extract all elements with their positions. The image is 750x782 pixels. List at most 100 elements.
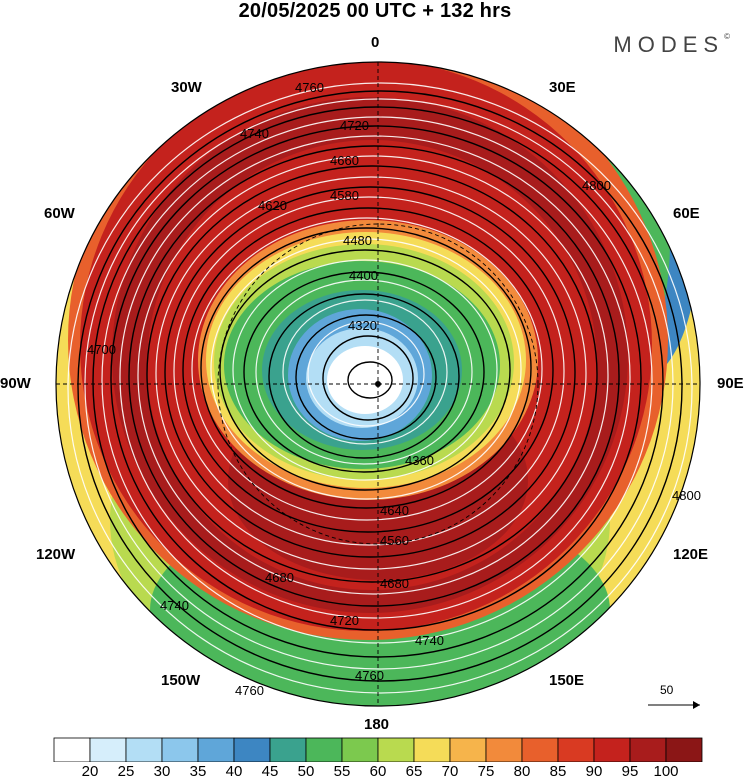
streamline (101, 116, 653, 644)
colorbar-tick-label: 35 (189, 763, 207, 780)
streamline (210, 238, 522, 500)
colorbar-tick-label: 55 (333, 763, 351, 780)
colorbar-tick-label: 95 (621, 763, 639, 780)
streamline (67, 82, 693, 694)
lon-label-60w: 60W (44, 205, 75, 222)
colorbar-tick-label: 60 (369, 763, 387, 780)
colorbar-tick-label: 20 (81, 763, 99, 780)
contour-label: 4760 (295, 80, 324, 95)
contour-label: 4800 (672, 488, 701, 503)
lon-label-90w: 90W (0, 375, 31, 392)
colorbar-swatch (269, 737, 307, 762)
colorbar-swatch (557, 737, 595, 762)
lon-label-60e: 60E (673, 205, 700, 222)
contour-line (243, 271, 485, 473)
colorbar-tick-label: 70 (441, 763, 459, 780)
latitude-circle (217, 223, 539, 545)
colorbar-tick-label: 50 (297, 763, 315, 780)
contour-label: 4800 (582, 178, 611, 193)
colorbar-tick-label: 100 (653, 763, 679, 780)
colorbar-swatch (377, 737, 415, 762)
colorbar-swatch (593, 737, 631, 762)
colorbar-tick-label: 90 (585, 763, 603, 780)
contour-label: 4680 (265, 570, 294, 585)
streamline (255, 279, 473, 465)
colorbar-swatch (665, 737, 703, 762)
brand-name: MODES (613, 32, 725, 57)
lon-label-0: 0 (371, 34, 380, 51)
streamline (119, 135, 631, 619)
colorbar-tick-label: 25 (117, 763, 135, 780)
contour-label: 4720 (340, 118, 369, 133)
contour-label: 4560 (380, 533, 409, 548)
colorbar-tick-label: 85 (549, 763, 567, 780)
contour-line (200, 227, 532, 509)
contour-label: 4640 (380, 503, 409, 518)
contour-line (146, 165, 598, 583)
reference-vector-arrow (648, 701, 700, 709)
contour-label: 4700 (87, 342, 116, 357)
lon-label-90e: 90E (717, 375, 744, 392)
streamline (137, 155, 609, 595)
contour-label: 4760 (235, 683, 264, 698)
colorbar-swatch (413, 737, 451, 762)
lon-label-30e: 30E (549, 79, 576, 96)
colorbar-swatch (233, 737, 271, 762)
lon-label-120w: 120W (36, 546, 76, 563)
brand-mark: © (724, 32, 730, 41)
streamline (282, 299, 448, 445)
colorbar-swatch (449, 737, 487, 762)
colorbar-tick-label: 40 (225, 763, 243, 780)
colorbar-swatch (125, 737, 163, 762)
streamline (232, 259, 498, 481)
colorbar-tick-label: 65 (405, 763, 423, 780)
streamline (155, 176, 587, 570)
colorbar-swatch (89, 737, 127, 762)
colorbar-swatch (53, 737, 91, 762)
colorbar-swatch (305, 737, 343, 762)
colorbar-swatch (161, 737, 199, 762)
contour-label: 4660 (330, 153, 359, 168)
vortex-center (327, 346, 403, 414)
contour-line (77, 90, 683, 682)
contour-line (295, 314, 437, 440)
contour-label: 4740 (240, 126, 269, 141)
contour-line (128, 145, 620, 607)
colorbar-tick-label: 45 (261, 763, 279, 780)
north-pole-marker (375, 381, 381, 387)
colorbar-swatch (197, 737, 235, 762)
lon-label-30w: 30W (171, 79, 202, 96)
streamline (307, 321, 425, 427)
contour-line (347, 361, 393, 399)
contour-label: 4480 (343, 233, 372, 248)
contour-label: 4320 (348, 318, 377, 333)
map-border (55, 61, 701, 707)
contour-line (322, 335, 414, 421)
lon-label-180: 180 (364, 716, 390, 733)
colorbar-swatch (485, 737, 523, 762)
contour-line (182, 207, 554, 533)
contour-line (110, 125, 642, 631)
contour-label: 4620 (258, 198, 287, 213)
colorbar (53, 737, 703, 762)
contour-label: 4400 (349, 268, 378, 283)
contour-label: 4740 (415, 633, 444, 648)
contour-label: 4680 (380, 576, 409, 591)
contour-labels: 4760 4740 4720 4700 4660 4620 4580 4480 … (87, 80, 701, 698)
streamline (191, 217, 543, 521)
colorbar-tick-label: 30 (153, 763, 171, 780)
map-title: 20/05/2025 00 UTC + 132 hrs (238, 0, 512, 22)
lon-label-150w: 150W (161, 672, 201, 689)
colorbar-swatch (629, 737, 667, 762)
contour-label: 4360 (405, 453, 434, 468)
colorbar-swatch (521, 737, 559, 762)
contour-line (219, 249, 511, 491)
colorbar-tick-label: 80 (513, 763, 531, 780)
streamlines (67, 82, 693, 694)
contour-label: 4760 (355, 668, 384, 683)
contour-label: 4580 (330, 188, 359, 203)
colorbar-tick-label: 75 (477, 763, 495, 780)
contour-label: 4740 (160, 598, 189, 613)
reference-vector-label: 50 (660, 683, 674, 697)
